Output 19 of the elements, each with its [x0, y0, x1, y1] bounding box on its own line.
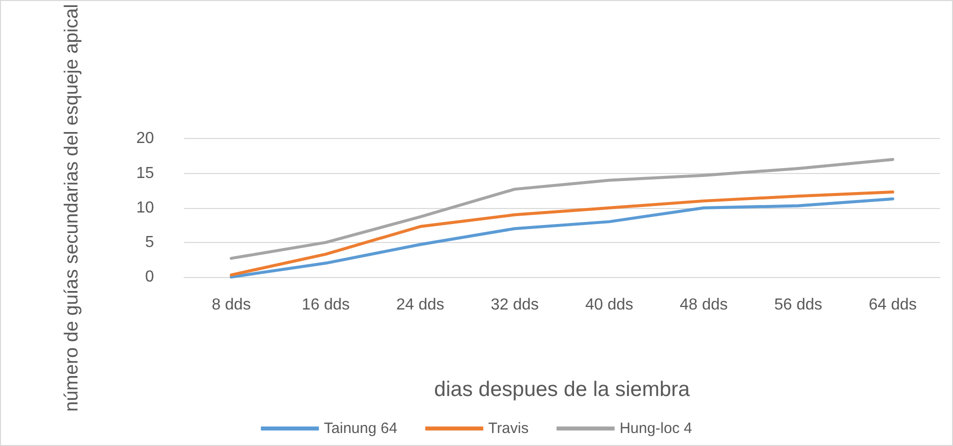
x-tick-label: 64 dds: [868, 296, 917, 314]
x-tick-label: 8 dds: [212, 296, 251, 314]
y-axis-title: número de guías secundarias del esqueje apical: [62, 4, 82, 412]
y-tick-label: 10: [136, 199, 154, 216]
x-tick-label: 40 dds: [585, 296, 634, 314]
x-tick-label: 16 dds: [302, 296, 350, 314]
x-axis-title: dias despues de la siembra: [434, 378, 690, 401]
legend-label: Hung-loc 4: [620, 420, 692, 437]
x-tick-label: 24 dds: [396, 296, 444, 314]
x-tick-label: 56 dds: [774, 296, 822, 314]
x-tick-label: 48 dds: [680, 296, 728, 314]
y-tick-label: 5: [145, 234, 154, 251]
legend-label: Tainung 64: [324, 420, 398, 437]
y-tick-label: 0: [145, 268, 154, 286]
y-tick-label: 15: [136, 164, 154, 182]
line-series: [230, 158, 894, 260]
legend-label: Travis: [488, 420, 529, 437]
x-tick-label: 32 dds: [490, 296, 539, 314]
y-tick-label: 20: [136, 130, 154, 148]
